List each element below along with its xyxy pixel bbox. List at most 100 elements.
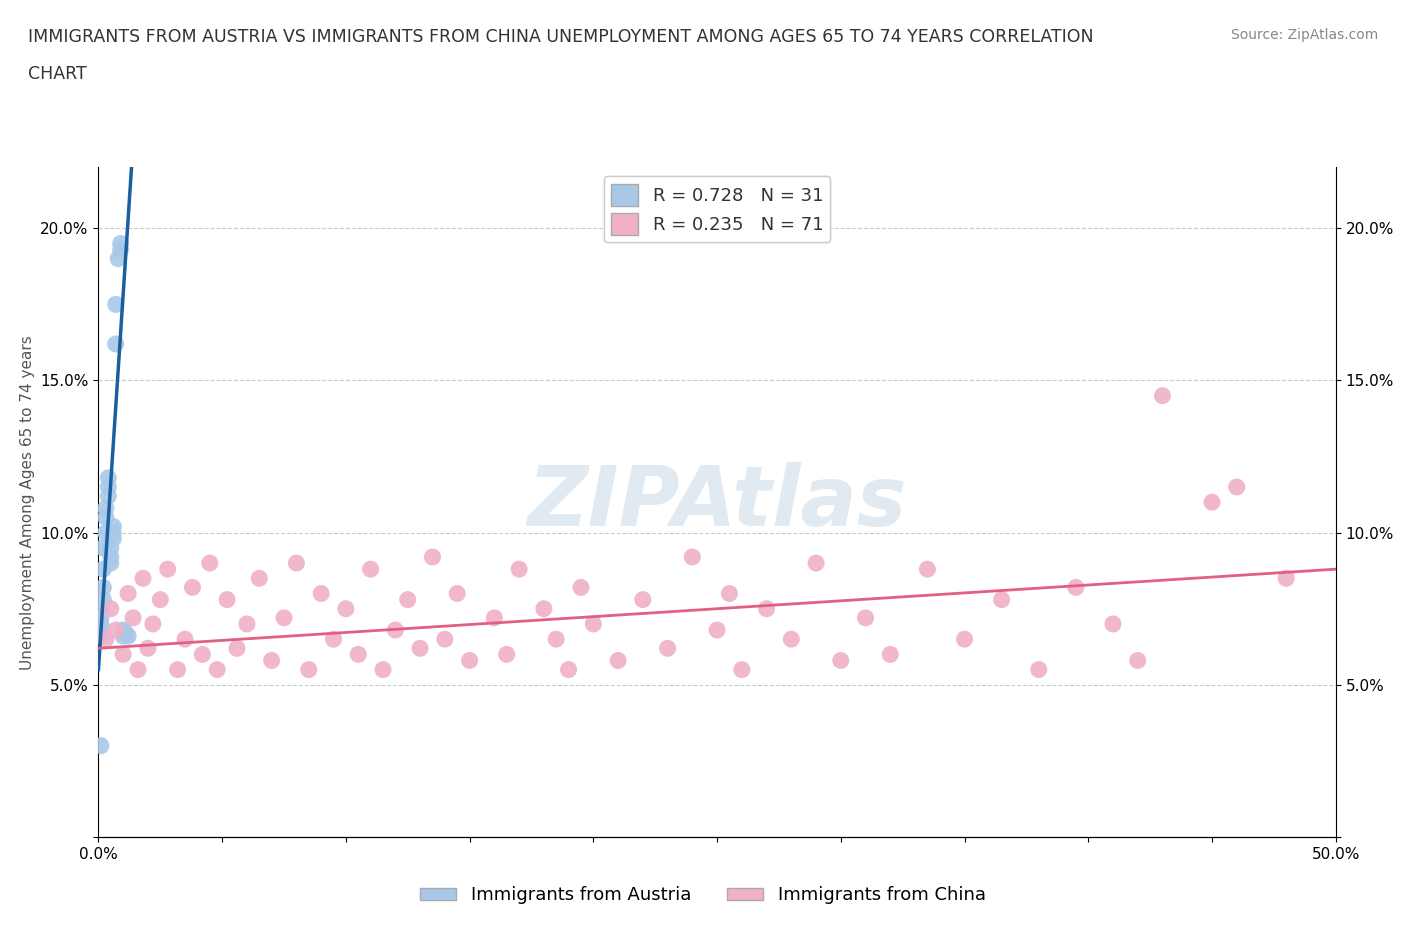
Point <box>953 631 976 646</box>
Point <box>104 622 127 637</box>
Point <box>360 562 382 577</box>
Point <box>607 653 630 668</box>
Point <box>371 662 394 677</box>
Point <box>100 555 122 570</box>
Point <box>94 525 117 540</box>
Point <box>731 662 754 677</box>
Point <box>103 519 125 534</box>
Point <box>90 738 112 753</box>
Point <box>100 550 122 565</box>
Legend: R = 0.728   N = 31, R = 0.235   N = 71: R = 0.728 N = 31, R = 0.235 N = 71 <box>603 177 831 242</box>
Point <box>285 555 308 570</box>
Point <box>136 641 159 656</box>
Text: Source: ZipAtlas.com: Source: ZipAtlas.com <box>1230 28 1378 42</box>
Point <box>582 617 605 631</box>
Point <box>90 610 112 625</box>
Point <box>718 586 741 601</box>
Point <box>1152 388 1174 403</box>
Point <box>681 550 703 565</box>
Point <box>226 641 249 656</box>
Legend: Immigrants from Austria, Immigrants from China: Immigrants from Austria, Immigrants from… <box>413 879 993 911</box>
Point <box>495 647 517 662</box>
Point <box>94 631 117 646</box>
Point <box>508 562 530 577</box>
Point <box>1201 495 1223 510</box>
Point <box>100 602 122 617</box>
Point <box>90 617 112 631</box>
Point <box>1226 480 1249 495</box>
Point <box>335 602 357 617</box>
Point <box>93 580 115 595</box>
Point <box>90 622 112 637</box>
Point <box>855 610 877 625</box>
Point <box>422 550 444 565</box>
Point <box>706 622 728 637</box>
Point <box>174 631 197 646</box>
Point <box>97 471 120 485</box>
Point <box>93 592 115 607</box>
Point <box>1126 653 1149 668</box>
Point <box>90 602 112 617</box>
Point <box>104 297 127 312</box>
Point <box>181 580 204 595</box>
Point <box>322 631 344 646</box>
Point <box>384 622 406 637</box>
Point <box>631 592 654 607</box>
Text: IMMIGRANTS FROM AUSTRIA VS IMMIGRANTS FROM CHINA UNEMPLOYMENT AMONG AGES 65 TO 7: IMMIGRANTS FROM AUSTRIA VS IMMIGRANTS FR… <box>28 28 1094 46</box>
Point <box>103 525 125 540</box>
Point <box>114 626 136 641</box>
Point <box>755 602 778 617</box>
Point <box>104 337 127 352</box>
Point <box>446 586 468 601</box>
Point <box>94 510 117 525</box>
Point <box>132 571 155 586</box>
Point <box>142 617 165 631</box>
Point <box>112 647 135 662</box>
Point <box>657 641 679 656</box>
Point <box>990 592 1012 607</box>
Point <box>780 631 803 646</box>
Point <box>1275 571 1298 586</box>
Point <box>122 610 145 625</box>
Point <box>90 629 112 644</box>
Y-axis label: Unemployment Among Ages 65 to 74 years: Unemployment Among Ages 65 to 74 years <box>20 335 35 670</box>
Point <box>117 629 139 644</box>
Point <box>217 592 239 607</box>
Point <box>103 531 125 546</box>
Point <box>298 662 321 677</box>
Point <box>127 662 149 677</box>
Point <box>107 251 129 266</box>
Point <box>347 647 370 662</box>
Point <box>1028 662 1050 677</box>
Point <box>458 653 481 668</box>
Point <box>110 236 132 251</box>
Point <box>112 622 135 637</box>
Text: ZIPAtlas: ZIPAtlas <box>527 461 907 543</box>
Point <box>309 586 332 601</box>
Point <box>273 610 295 625</box>
Point <box>879 647 901 662</box>
Point <box>247 571 270 586</box>
Point <box>484 610 506 625</box>
Point <box>93 540 115 555</box>
Point <box>94 501 117 516</box>
Point <box>804 555 827 570</box>
Point <box>198 555 221 570</box>
Point <box>97 488 120 503</box>
Point <box>156 562 179 577</box>
Point <box>409 641 432 656</box>
Point <box>433 631 456 646</box>
Point <box>260 653 283 668</box>
Point <box>166 662 188 677</box>
Point <box>93 562 115 577</box>
Point <box>112 629 135 644</box>
Point <box>917 562 939 577</box>
Point <box>557 662 579 677</box>
Point <box>569 580 592 595</box>
Point <box>117 586 139 601</box>
Text: CHART: CHART <box>28 65 87 83</box>
Point <box>110 242 132 257</box>
Point <box>1064 580 1087 595</box>
Point <box>830 653 852 668</box>
Point <box>100 540 122 555</box>
